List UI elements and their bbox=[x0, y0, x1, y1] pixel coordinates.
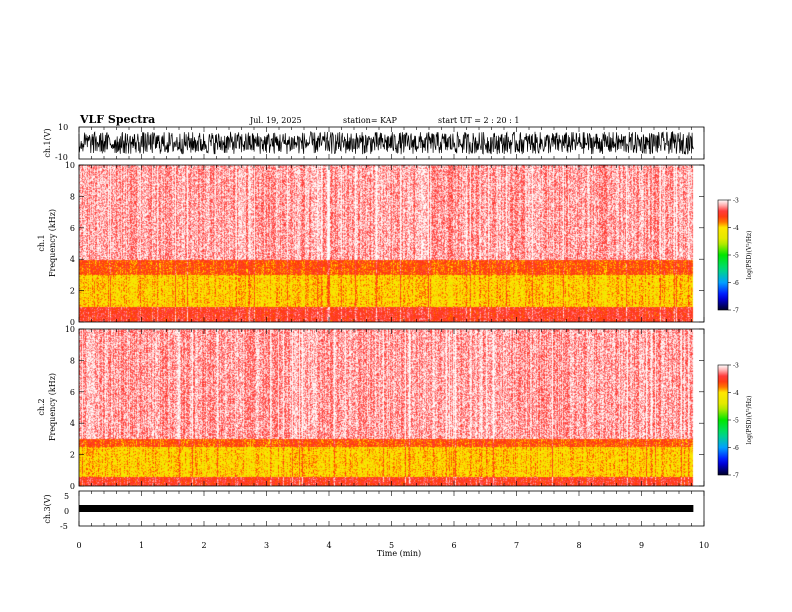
ch2-colorbar: -3 -4 -5 -6 -7 log(PSD)(V²/Hz) bbox=[717, 363, 753, 480]
ch1-colorbar: -3 -4 -5 -6 -7 log(PSD)(V²/Hz) bbox=[717, 198, 753, 315]
frequency-tick-label: 4 bbox=[70, 419, 75, 428]
time-tick-label: 8 bbox=[576, 541, 581, 550]
start-time-label: start UT = 2 : 20 : 1 bbox=[438, 116, 519, 125]
time-axis-title: Time (min) bbox=[377, 549, 421, 558]
ch3-waveform-ylabel: ch.3(V) bbox=[43, 494, 52, 523]
ch1-colorbar-label: log(PSD)(V²/Hz) bbox=[746, 231, 753, 280]
frequency-tick-label: 8 bbox=[70, 356, 75, 365]
time-tick-label: 0 bbox=[76, 541, 81, 550]
ch1-colorbar-ticks: -3 -4 -5 -6 -7 bbox=[728, 198, 739, 315]
ch2-spectrogram-panel: 0 2 4 6 8 10 ch.2 Frequency (kHz) bbox=[37, 325, 705, 491]
ch1-ytick-top: 10 bbox=[58, 123, 68, 132]
ch1-colorbar-gradient bbox=[718, 200, 728, 310]
ch1-spectrogram-image bbox=[79, 165, 704, 322]
ch2-channel-label: ch.2 bbox=[37, 398, 46, 415]
colorbar-tick-label: -6 bbox=[733, 280, 739, 287]
colorbar-tick-label: -6 bbox=[733, 445, 739, 452]
colorbar-tick-label: -4 bbox=[733, 390, 739, 397]
time-tick-label: 5 bbox=[389, 541, 394, 550]
time-tick-label: 4 bbox=[326, 541, 331, 550]
time-tick-label: 7 bbox=[514, 541, 519, 550]
colorbar-tick-label: -3 bbox=[733, 363, 739, 370]
ch2-spectrogram-yticks: 0 2 4 6 8 10 bbox=[65, 325, 704, 491]
station-label: station= KAP bbox=[343, 116, 398, 125]
frequency-tick-label: 0 bbox=[70, 318, 75, 327]
frequency-tick-label: 2 bbox=[70, 287, 75, 296]
frequency-tick-label: 10 bbox=[65, 325, 75, 334]
ch1-spectrogram-panel: 0 2 4 6 8 10 ch.1 Frequency (kHz) bbox=[37, 161, 705, 327]
time-tick-label: 1 bbox=[139, 541, 144, 550]
time-axis-labels: 0 1 2 3 4 5 6 7 8 9 10 bbox=[76, 541, 709, 550]
ch2-colorbar-label: log(PSD)(V²/Hz) bbox=[746, 396, 753, 445]
ch1-spectrogram-yticks: 0 2 4 6 8 10 bbox=[65, 161, 704, 327]
figure-title: VLF Spectra bbox=[79, 113, 155, 126]
ch2-colorbar-gradient bbox=[718, 365, 728, 475]
ch1-channel-label: ch.1 bbox=[37, 234, 46, 251]
date-label: Jul. 19, 2025 bbox=[249, 116, 302, 125]
time-tick-label: 2 bbox=[201, 541, 206, 550]
frequency-tick-label: 4 bbox=[70, 255, 75, 264]
time-axis-ticks bbox=[78, 127, 705, 526]
frequency-tick-label: 6 bbox=[70, 224, 75, 233]
frequency-tick-label: 6 bbox=[70, 388, 75, 397]
colorbar-tick-label: -3 bbox=[733, 198, 739, 205]
frequency-tick-label: 10 bbox=[65, 161, 75, 170]
ch1-waveform-line bbox=[78, 130, 694, 155]
ch3-ytick-bottom: -5 bbox=[60, 522, 68, 531]
ch3-waveform-panel: 5 0 -5 ch.3(V) bbox=[43, 490, 705, 531]
ch1-waveform-panel: 10 -10 ch.1(V) bbox=[43, 123, 705, 162]
ch1-waveform-ylabel: ch.1(V) bbox=[43, 128, 52, 157]
colorbar-tick-label: -7 bbox=[733, 473, 739, 480]
frequency-tick-label: 2 bbox=[70, 451, 75, 460]
time-tick-label: 10 bbox=[699, 541, 709, 550]
ch3-waveform-line bbox=[79, 505, 694, 512]
time-tick-label: 6 bbox=[451, 541, 456, 550]
time-tick-label: 3 bbox=[264, 541, 269, 550]
ch2-colorbar-ticks: -3 -4 -5 -6 -7 bbox=[728, 363, 739, 480]
frequency-tick-label: 8 bbox=[70, 192, 75, 201]
colorbar-tick-label: -7 bbox=[733, 308, 739, 315]
ch2-spectrogram-image bbox=[79, 329, 704, 486]
ch3-ytick-middle: 0 bbox=[64, 507, 69, 516]
ch1-frequency-label: Frequency (kHz) bbox=[48, 209, 57, 277]
ch1-ytick-bottom: -10 bbox=[55, 153, 68, 162]
colorbar-tick-label: -5 bbox=[733, 253, 739, 260]
ch3-ytick-top: 5 bbox=[64, 492, 69, 501]
time-tick-label: 9 bbox=[639, 541, 644, 550]
ch2-frequency-label: Frequency (kHz) bbox=[48, 373, 57, 441]
colorbar-tick-label: -5 bbox=[733, 418, 739, 425]
frequency-tick-label: 0 bbox=[70, 482, 75, 491]
colorbar-tick-label: -4 bbox=[733, 225, 739, 232]
